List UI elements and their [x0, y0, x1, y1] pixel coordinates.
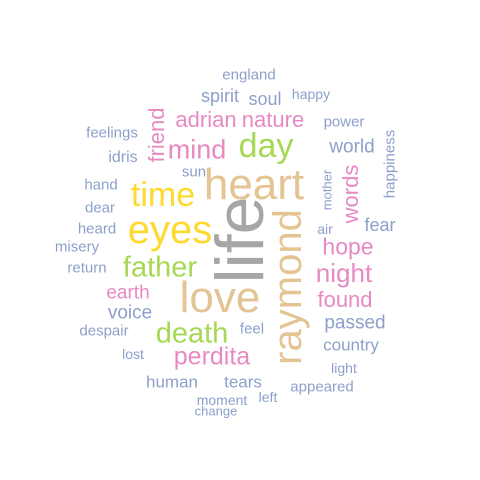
word-country: country: [323, 335, 379, 355]
word-power: power: [323, 113, 365, 131]
word-time: time: [130, 176, 196, 214]
word-found: found: [317, 287, 373, 312]
word-friend: friend: [144, 107, 169, 163]
word-adrian: adrian: [175, 107, 237, 132]
word-change: change: [194, 403, 238, 419]
word-eyes: eyes: [127, 208, 213, 252]
word-death: death: [155, 317, 229, 350]
word-idris: idris: [108, 149, 138, 166]
word-passed: passed: [324, 312, 386, 334]
word-night: night: [315, 258, 373, 288]
word-appeared: appeared: [290, 378, 354, 396]
word-day: day: [238, 127, 294, 165]
word-sun: sun: [181, 163, 207, 181]
word-earth: earth: [106, 282, 150, 304]
word-despair: despair: [79, 322, 129, 340]
word-world: world: [329, 136, 375, 158]
word-nature: nature: [241, 107, 305, 132]
word-return: return: [67, 259, 107, 277]
word-life: life: [202, 196, 278, 284]
word-father: father: [122, 251, 198, 284]
word-heard: heard: [77, 220, 117, 238]
word-hand: hand: [84, 176, 118, 194]
word-feel: feel: [239, 320, 265, 338]
word-mother: mother: [319, 169, 335, 211]
word-england: england: [222, 66, 276, 84]
word-fear: fear: [364, 215, 396, 235]
word-mind: mind: [167, 134, 227, 165]
word-human: human: [146, 372, 198, 392]
word-hope: hope: [322, 233, 374, 260]
word-light: light: [331, 360, 357, 376]
word-misery: misery: [54, 238, 100, 256]
word-love: love: [179, 273, 261, 322]
word-moment: moment: [196, 392, 248, 408]
word-air: air: [317, 221, 333, 237]
word-dear: dear: [84, 199, 116, 217]
word-voice: voice: [107, 302, 153, 324]
word-words: words: [338, 164, 363, 224]
word-left: left: [258, 389, 278, 405]
word-happiness: happiness: [381, 129, 399, 199]
word-lost: lost: [122, 346, 144, 362]
word-perdita: perdita: [173, 342, 251, 371]
word-happy: happy: [291, 86, 331, 102]
word-raymond: raymond: [266, 209, 310, 365]
word-soul: soul: [248, 89, 282, 109]
word-feelings: feelings: [86, 124, 138, 142]
word-heart: heart: [203, 160, 305, 209]
word-spirit: spirit: [200, 86, 240, 106]
word-tears: tears: [224, 372, 262, 392]
